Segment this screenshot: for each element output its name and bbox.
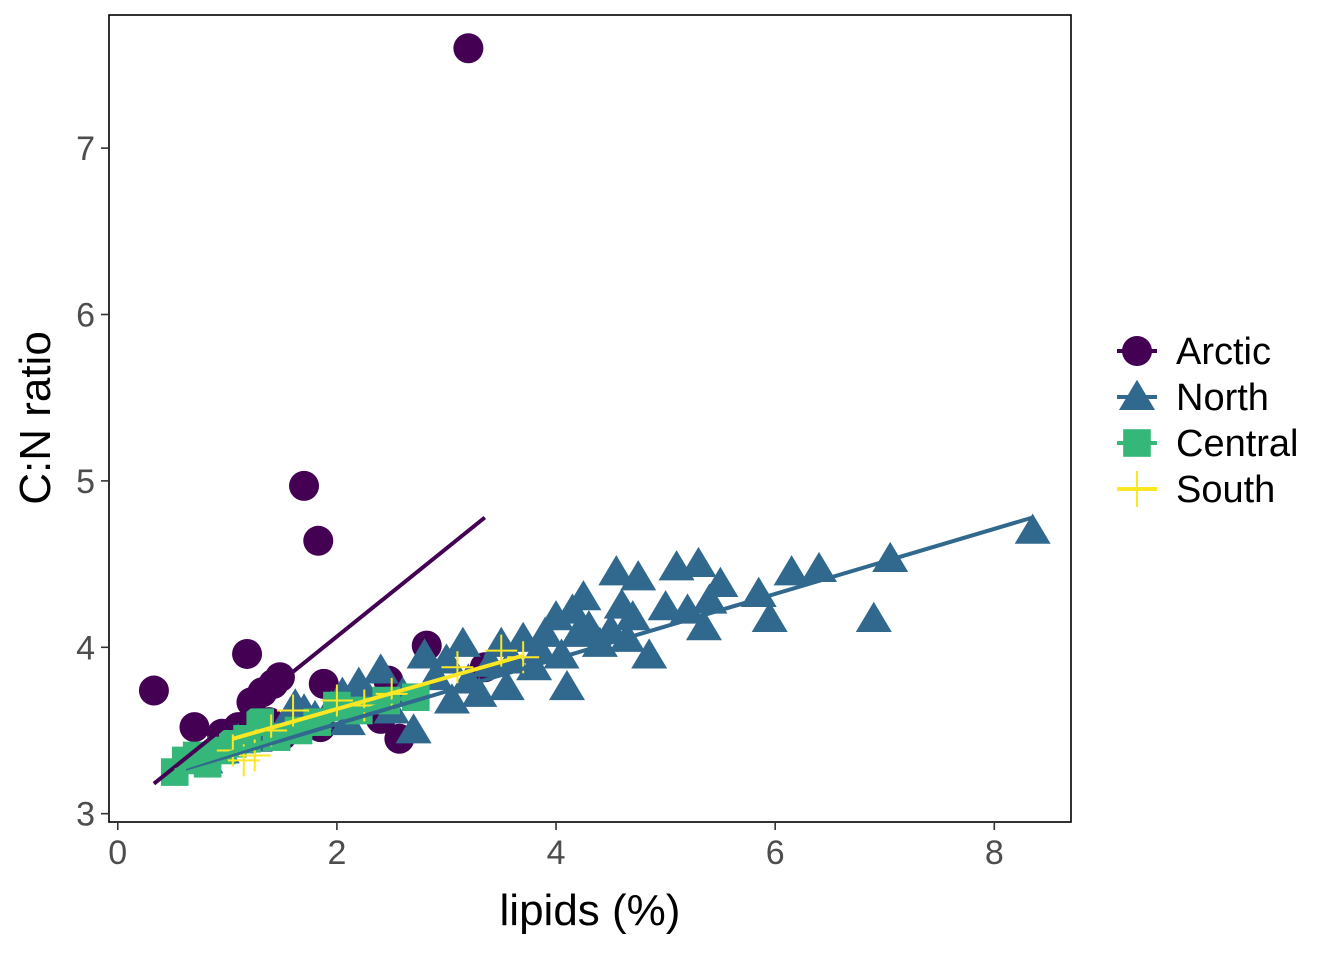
north-point [598, 555, 635, 586]
legend-item-north: North [1117, 377, 1269, 419]
legend-symbol-south [1119, 471, 1155, 507]
arctic-point [453, 33, 484, 64]
north-point [527, 616, 564, 647]
north-point [680, 546, 717, 578]
legend-symbol-north [1119, 379, 1155, 410]
north-point [395, 713, 432, 744]
x-tick-label: 6 [766, 834, 785, 872]
north-point [362, 653, 399, 684]
legend-symbol-arctic [1122, 336, 1152, 366]
north-point [614, 600, 651, 631]
north-point [1014, 513, 1051, 544]
x-tick-label: 8 [985, 834, 1004, 872]
legend-label-arctic: Arctic [1176, 331, 1271, 373]
north-trend-line [185, 515, 1034, 771]
north-point [631, 638, 668, 669]
north-point [488, 669, 525, 701]
y-tick-label: 5 [76, 463, 95, 501]
legend-label-north: North [1176, 377, 1269, 419]
y-tick-label: 3 [76, 796, 95, 834]
north-point [855, 601, 892, 632]
arctic-trend-line [152, 515, 487, 786]
axes: 0 2 4 6 8 3 4 5 6 7 [76, 130, 1004, 872]
arctic-point [138, 675, 169, 706]
arctic-point [232, 638, 263, 669]
x-axis-title: lipids (%) [500, 886, 681, 935]
north-point [800, 551, 837, 583]
legend-label-south: South [1176, 469, 1275, 511]
legend-symbol-central [1123, 429, 1151, 457]
arctic-point [264, 662, 295, 693]
legend-item-central: Central [1117, 423, 1299, 465]
y-tick-label: 4 [76, 629, 95, 667]
north-point [444, 626, 481, 657]
x-tick-label: 0 [108, 834, 127, 872]
south-point [441, 651, 474, 684]
north-point [521, 633, 558, 664]
legend-item-south: South [1117, 469, 1275, 511]
legend-label-central: Central [1176, 423, 1299, 465]
arctic-point [289, 470, 320, 501]
south-trend-line [232, 653, 524, 741]
x-tick-label: 4 [547, 834, 566, 872]
arctic-point [303, 525, 334, 556]
north-point [702, 566, 739, 597]
north-point [647, 590, 684, 621]
north-point [548, 669, 585, 701]
south-point [320, 684, 353, 717]
north-point [428, 643, 465, 674]
north-point [461, 676, 498, 707]
north-point [433, 683, 470, 714]
y-tick-label: 7 [76, 130, 95, 168]
arctic-point [179, 712, 210, 743]
north-point [691, 583, 728, 614]
north-point [751, 601, 788, 632]
north-point [620, 560, 657, 591]
north-point [565, 580, 602, 611]
north-point [773, 555, 810, 586]
north-point [685, 610, 722, 641]
data-marks [138, 33, 1051, 786]
y-tick-label: 6 [76, 297, 95, 335]
central-trend-line [174, 691, 417, 773]
north-point [406, 638, 443, 669]
x-tick-label: 2 [327, 834, 346, 872]
y-axis-title: C:N ratio [11, 331, 60, 505]
legend-item-arctic: Arctic [1117, 331, 1271, 373]
